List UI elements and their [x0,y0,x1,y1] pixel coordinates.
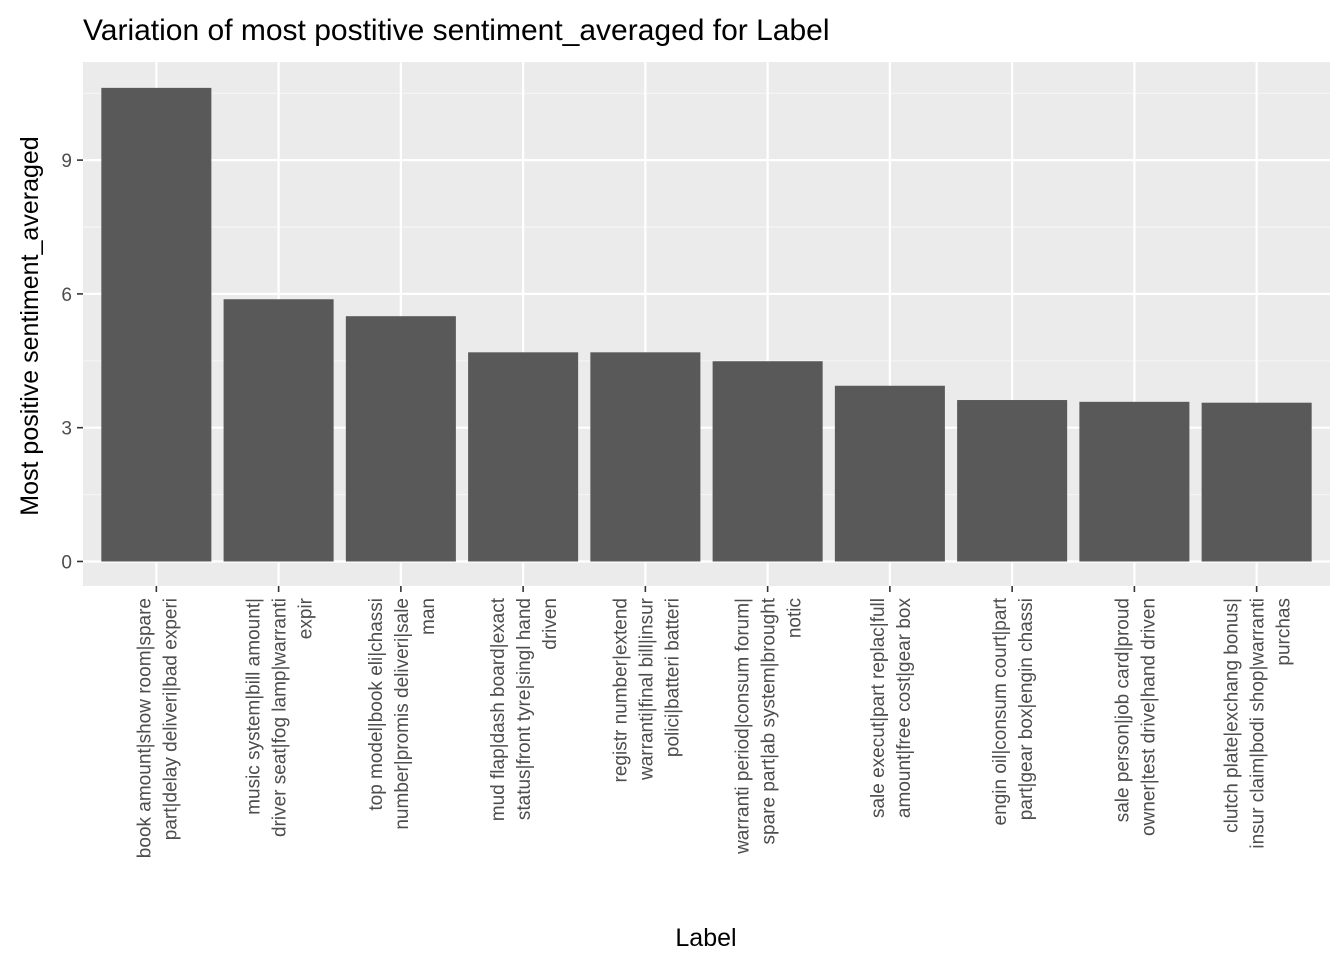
x-tick-label: polici|batteri batteri [662,598,683,757]
x-tick-label: sale person|job card|proud [1112,598,1133,822]
x-tick-label: warranti period|consum forum| [733,598,754,855]
bar [834,385,945,562]
bar [468,352,579,562]
x-tick-label: expir [296,597,317,639]
x-tick-label: purchas [1274,598,1295,666]
bar [957,400,1068,562]
y-axis: 0 3 6 9 [61,151,83,573]
x-tick-label: book amount|show room|spare [134,598,155,858]
x-tick-label: part|delay deliveri|bad experi [160,598,181,840]
y-axis-title: Most positive sentiment_averaged [16,136,44,515]
x-tick-label: top model|book eli|chassi [366,598,387,811]
bar [345,316,456,562]
x-tick-label: status|front tyre|singl hand [514,598,535,820]
x-tick-label: driven [540,598,561,650]
bar [712,361,823,562]
bar [223,299,334,562]
bars [101,87,1312,562]
x-axis: book amount|show room|spare part|delay de… [134,586,1295,858]
x-tick-label: man [418,598,439,635]
x-tick-label: amount|free cost|gear box [894,598,915,819]
y-tick-label: 0 [61,552,72,573]
chart-title: Variation of most postitive sentiment_av… [83,14,830,47]
x-tick-label: clutch plate|exchang bonus| [1222,598,1243,833]
y-tick-label: 3 [61,419,72,440]
y-tick-label: 9 [61,151,72,172]
x-tick-label: warranti|final bill|insur [636,597,657,781]
bar [1201,402,1312,562]
x-tick-label: insur claim|bodi shop|warranti [1248,598,1269,849]
x-tick-label: mud flap|dash board|exact [488,597,509,821]
y-tick-label: 6 [61,285,72,306]
x-tick-label: sale execut|part replac|full [868,598,889,818]
x-tick-label: engin oil|consum court|part [990,597,1011,825]
x-tick-label: owner|test drive|hand driven [1138,598,1159,836]
x-tick-label: registr number|extend [610,598,631,782]
bar [101,87,212,562]
bar [1079,401,1190,562]
x-tick-label: number|promis deliveri|sale [392,598,413,830]
x-tick-label: music system|bill amount| [244,598,265,815]
x-tick-label: spare part|ab system|brought [759,597,780,844]
x-tick-label: notic [785,598,806,638]
x-tick-label: part|gear box|engin chassi [1016,598,1037,820]
x-tick-label: driver seat|fog lamp|warranti [270,598,291,837]
bar [590,352,701,562]
x-axis-title: Label [675,924,736,952]
